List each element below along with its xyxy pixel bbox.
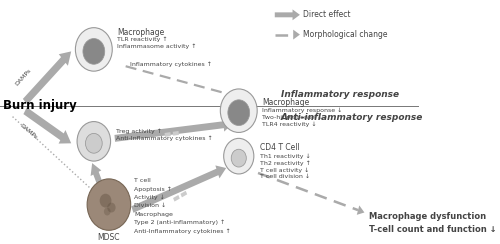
Text: DAMPs: DAMPs xyxy=(14,68,32,87)
Circle shape xyxy=(107,203,116,213)
Circle shape xyxy=(224,138,254,174)
Polygon shape xyxy=(357,205,364,215)
Polygon shape xyxy=(180,191,187,197)
Text: Inflammatory response ↓
Two-hit response ↓
TLR4 reactivity ↓: Inflammatory response ↓ Two-hit response… xyxy=(262,108,342,127)
Text: MDSC: MDSC xyxy=(98,233,120,242)
Text: Anti-inflammatory response: Anti-inflammatory response xyxy=(280,113,423,122)
Text: CD4 T Cell: CD4 T Cell xyxy=(260,143,300,152)
Circle shape xyxy=(100,194,112,208)
Polygon shape xyxy=(293,30,300,40)
Text: Morphological change: Morphological change xyxy=(304,30,388,39)
Circle shape xyxy=(104,208,110,215)
Text: DAMPs: DAMPs xyxy=(19,123,38,140)
Circle shape xyxy=(77,122,110,161)
Polygon shape xyxy=(232,91,239,100)
Text: Apoptosis ↑: Apoptosis ↑ xyxy=(134,186,172,192)
Text: Burn injury: Burn injury xyxy=(4,99,77,112)
Text: Treg activity ↑
Anti-Inflammatory cytokines ↑: Treg activity ↑ Anti-Inflammatory cytoki… xyxy=(116,129,212,141)
Circle shape xyxy=(231,149,246,167)
Polygon shape xyxy=(132,165,226,213)
Circle shape xyxy=(86,133,102,153)
Text: T cell: T cell xyxy=(134,178,151,183)
Text: Macrophage dysfunction
T-cell count and function ↓: Macrophage dysfunction T-cell count and … xyxy=(368,213,496,234)
Polygon shape xyxy=(24,107,71,143)
Text: Anti-Inflammatory cytokines ↑: Anti-Inflammatory cytokines ↑ xyxy=(134,228,231,234)
Polygon shape xyxy=(114,118,233,142)
Circle shape xyxy=(83,39,104,64)
Text: Th1 reactivity ↓
Th2 reactivity ↑
T cell activity ↓
T cell division ↓: Th1 reactivity ↓ Th2 reactivity ↑ T cell… xyxy=(260,153,310,179)
Text: Macrophage: Macrophage xyxy=(134,212,173,216)
Text: Macrophage: Macrophage xyxy=(262,98,310,107)
Polygon shape xyxy=(90,163,105,191)
Circle shape xyxy=(76,28,112,71)
Text: Type 2 (anti-inflammatory) ↑: Type 2 (anti-inflammatory) ↑ xyxy=(134,220,226,225)
Text: Activity ↓: Activity ↓ xyxy=(134,195,165,200)
Polygon shape xyxy=(275,9,300,20)
Polygon shape xyxy=(23,51,71,105)
Text: TLR reactivity ↑
Inflammasome activity ↑: TLR reactivity ↑ Inflammasome activity ↑ xyxy=(118,37,197,49)
Text: Macrophage: Macrophage xyxy=(118,28,164,37)
Circle shape xyxy=(220,89,257,132)
Polygon shape xyxy=(172,131,179,136)
Polygon shape xyxy=(173,195,180,202)
Text: Division ↓: Division ↓ xyxy=(134,203,166,208)
Text: Inflammatory response: Inflammatory response xyxy=(280,90,399,99)
Circle shape xyxy=(87,179,130,230)
Text: Inflammatory cytokines ↑: Inflammatory cytokines ↑ xyxy=(130,61,212,67)
Circle shape xyxy=(228,100,250,125)
Text: Direct effect: Direct effect xyxy=(304,10,351,19)
Polygon shape xyxy=(164,132,171,137)
